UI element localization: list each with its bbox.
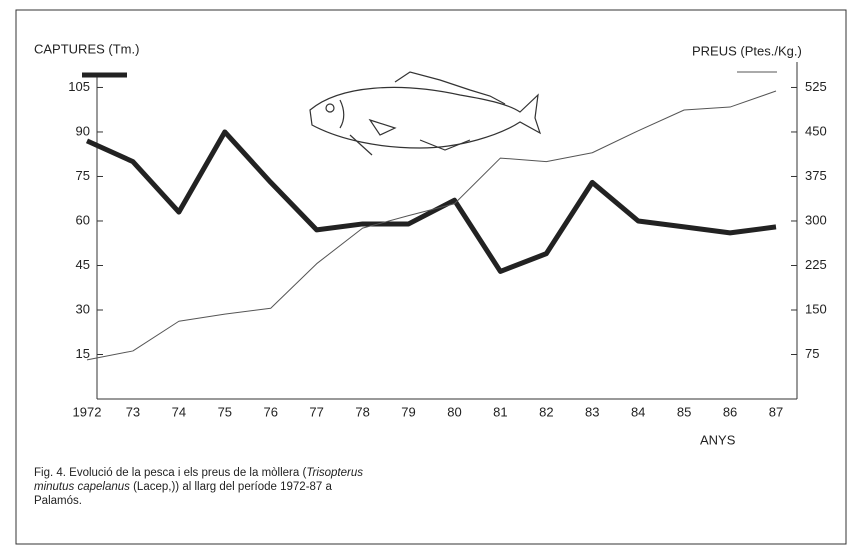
x-tick-label: 73 — [126, 404, 140, 419]
y2-tick-label: 75 — [805, 346, 819, 361]
x-tick-label: 85 — [677, 404, 691, 419]
y2-tick-label: 300 — [805, 212, 827, 227]
y-axis-title: CAPTURES (Tm.) — [34, 41, 139, 56]
y-tick-label: 105 — [68, 79, 90, 94]
x-tick-label: 86 — [723, 404, 737, 419]
caption-text: (Lacep,)) al llarg del període 1972-87 a… — [34, 481, 332, 507]
y2-axis-title: PREUS (Ptes./Kg.) — [692, 43, 802, 58]
x-tick-label: 1972 — [73, 404, 102, 419]
y2-tick-label: 450 — [805, 123, 827, 138]
y-tick-label: 75 — [76, 168, 90, 183]
series-line — [86, 90, 777, 361]
x-tick-label: 79 — [401, 404, 415, 419]
y-tick-label: 15 — [76, 346, 90, 361]
x-tick-label: 83 — [585, 404, 599, 419]
caption-species: Trisopterus minutus capelanus — [34, 467, 363, 493]
fish-illustration — [309, 71, 542, 156]
frame — [15, 9, 847, 545]
x-tick-label: 77 — [309, 404, 323, 419]
y2-tick-label: 525 — [805, 79, 827, 94]
y-tick-label: 90 — [76, 123, 90, 138]
x-tick-label: 82 — [539, 404, 553, 419]
caption: Fig. 4. Evolució de la pesca i els preus… — [34, 466, 364, 508]
caption-text: Fig. 4. Evolució de la pesca i els preus… — [34, 467, 307, 479]
series-line — [85, 129, 777, 274]
x-tick-label: 80 — [447, 404, 461, 419]
x-tick-label: 76 — [263, 404, 277, 419]
y2-tick-label: 225 — [805, 257, 827, 272]
x-tick-label: 84 — [631, 404, 645, 419]
y-tick-label: 45 — [76, 257, 90, 272]
x-tick-label: 87 — [769, 404, 783, 419]
y2-tick-label: 150 — [805, 301, 827, 316]
x-tick-label: 78 — [355, 404, 369, 419]
y-tick-label: 60 — [76, 212, 90, 227]
y-tick-label: 30 — [76, 301, 90, 316]
x-tick-label: 81 — [493, 404, 507, 419]
x-tick-label: 75 — [218, 404, 232, 419]
y2-tick-label: 375 — [805, 168, 827, 183]
x-axis-title: ANYS — [700, 432, 736, 447]
x-tick-label: 74 — [172, 404, 186, 419]
